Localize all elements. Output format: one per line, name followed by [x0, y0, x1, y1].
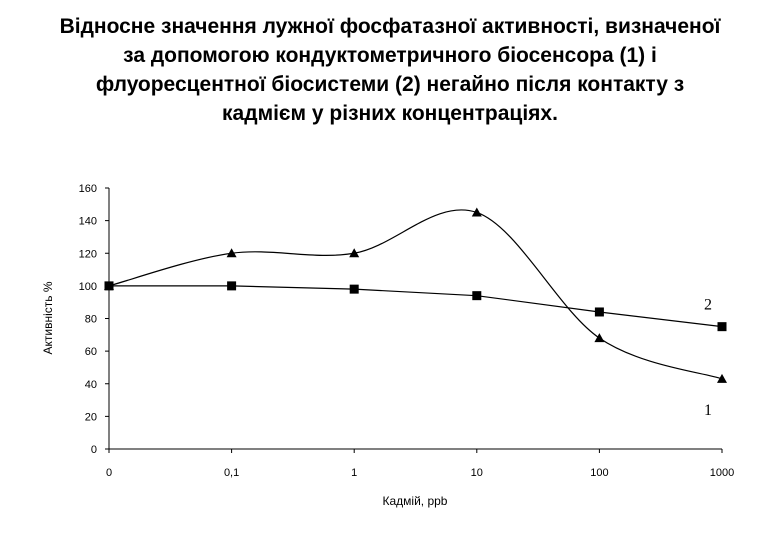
series-label-2: 2	[704, 297, 712, 314]
series-2-point	[227, 281, 237, 291]
y-tick-label: 80	[85, 314, 97, 326]
title-line-3: флуоресцентної біосистеми (2) негайно пі…	[95, 73, 685, 96]
chart-axes: 0 20 40 60 80 100 120 140 160 0 0,1 1 10 100 1000	[79, 183, 735, 479]
y-tick-label: 0	[91, 444, 97, 456]
y-tick-label: 40	[85, 379, 97, 391]
x-tick-label: 1000	[710, 467, 734, 479]
x-tick-label: 10	[471, 467, 483, 479]
chart-title: Відносне значення лужної фосфатазної акт…	[0, 12, 780, 128]
series-2-point	[349, 284, 359, 294]
series-2-point	[104, 281, 114, 291]
x-axis-label: Кадмій, ppb	[383, 494, 448, 508]
y-tick-label: 20	[85, 411, 97, 423]
y-tick-label: 60	[85, 346, 97, 358]
series-2-point	[594, 307, 604, 317]
series-1-line	[108, 209, 723, 380]
series-2-point	[472, 291, 482, 301]
y-tick-label: 160	[79, 183, 97, 195]
y-axis-label: Активність %	[41, 281, 55, 354]
title-line-2: за допомогою кондуктометричного біосенсо…	[123, 44, 657, 67]
x-tick-label: 0	[106, 467, 112, 479]
x-tick-label: 100	[590, 467, 608, 479]
x-tick-label: 0,1	[224, 467, 239, 479]
series-1-point	[471, 207, 482, 217]
series-label-1: 1	[704, 402, 712, 419]
y-tick-label: 120	[79, 248, 97, 260]
y-tick-label: 140	[79, 216, 97, 228]
series-2-point	[717, 322, 727, 332]
y-tick-label: 100	[79, 281, 97, 293]
x-tick-label: 1	[351, 467, 357, 479]
series-1-point	[594, 333, 605, 343]
title-line-4: кадмієм у різних концентраціях.	[222, 102, 558, 125]
series-1-point	[717, 373, 727, 383]
series-1-point	[349, 248, 360, 258]
series-1-point	[226, 248, 237, 258]
series-lines	[108, 209, 723, 380]
series-2-line	[109, 285, 723, 328]
series-markers: 21	[104, 207, 727, 419]
title-line-1: Відносне значення лужної фосфатазної акт…	[59, 15, 721, 38]
